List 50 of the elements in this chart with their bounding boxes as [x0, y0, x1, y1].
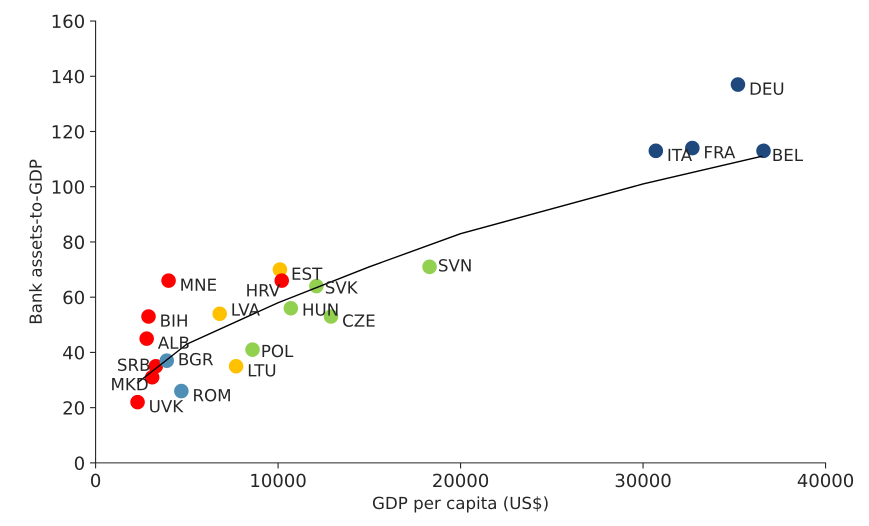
y-tick-label: 40 [63, 346, 84, 360]
point [139, 331, 154, 346]
point [212, 306, 227, 322]
annotation: POL [262, 344, 294, 358]
annotation: ROM [194, 388, 230, 402]
y-tick-label: 0 [74, 456, 84, 470]
y-tick-label: 100 [52, 180, 84, 194]
point [648, 144, 664, 158]
y-tick-label: 120 [52, 124, 84, 139]
x-axis-title: GDP per capita (US$) [372, 496, 548, 512]
annotation: SRB [118, 358, 150, 372]
point [730, 77, 746, 92]
annotation: ALB [158, 336, 189, 349]
point [161, 273, 176, 288]
annotation: EST [292, 267, 322, 280]
annotation: LVA [232, 303, 260, 316]
y-axis-title: Bank assets-to-GDP [29, 160, 42, 324]
annotation: DEU [750, 82, 784, 95]
x-tick-label: 20000 [433, 474, 488, 488]
annotation: HRV [247, 284, 280, 296]
y-tick-label: 60 [63, 290, 84, 304]
point [422, 260, 437, 274]
point [130, 394, 145, 410]
point [756, 144, 771, 158]
x-tick-label: 10000 [251, 474, 306, 488]
annotation: BIH [161, 314, 187, 327]
y-tick-label: 160 [52, 14, 84, 28]
point [174, 384, 189, 398]
annotation: MNE [181, 278, 216, 291]
y-tick-label: 80 [63, 235, 84, 250]
point [284, 300, 298, 316]
annotation: ITA [668, 148, 692, 161]
point [141, 309, 156, 324]
y-tick-label: 20 [64, 401, 84, 415]
annotation: SVK [326, 281, 358, 294]
point [245, 342, 260, 357]
annotation: MKD [112, 378, 148, 390]
point [228, 358, 244, 374]
annotation: UVK [150, 400, 184, 413]
annotation: FRA [705, 146, 736, 158]
annotation: BEL [773, 148, 803, 161]
annotation: CZE [343, 314, 375, 327]
annotation: LTU [248, 364, 276, 377]
annotation: HUN [304, 303, 338, 316]
x-tick-label: 30000 [616, 474, 671, 488]
annotation: SVN [438, 259, 471, 272]
y-tick-label: 140 [52, 70, 84, 84]
x-tick-label: 0 [91, 474, 100, 488]
annotation: BGR [180, 352, 214, 366]
x-tick-label: 40000 [798, 474, 854, 488]
